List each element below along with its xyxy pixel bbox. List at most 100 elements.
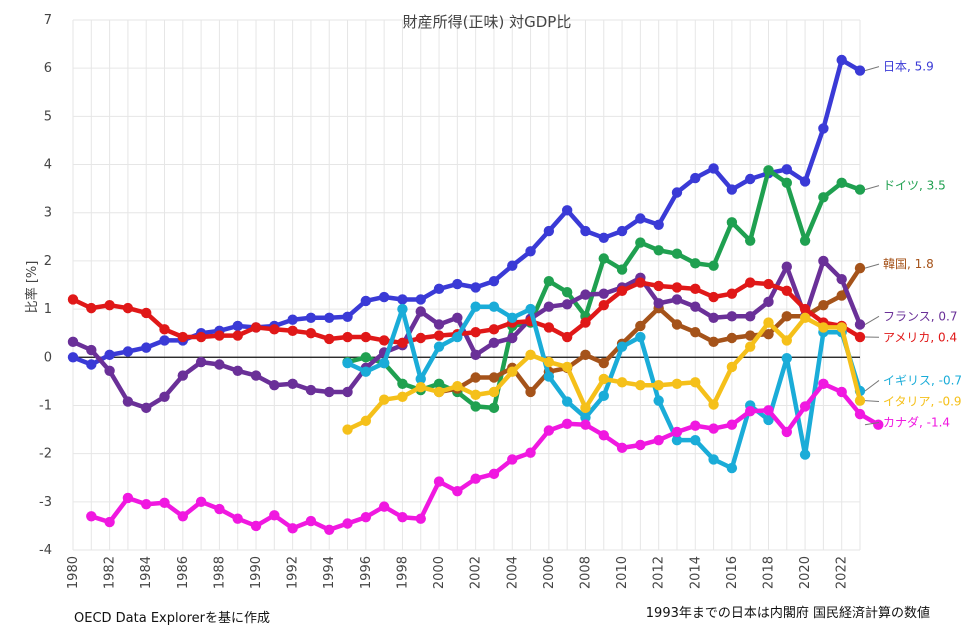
data-point — [159, 324, 170, 335]
data-point — [653, 245, 664, 256]
data-point — [488, 372, 500, 383]
data-point — [726, 361, 738, 373]
data-point — [781, 164, 792, 175]
data-point — [324, 312, 335, 323]
data-point — [763, 317, 774, 328]
data-point — [690, 258, 701, 269]
data-point — [653, 395, 664, 406]
data-point — [177, 511, 189, 522]
x-tick-label: 2018 — [761, 556, 776, 589]
data-point — [104, 365, 115, 376]
data-point — [86, 344, 97, 356]
data-point — [561, 299, 573, 310]
data-point — [836, 386, 847, 398]
data-point — [616, 285, 628, 296]
legend-label: フランス, 0.7 — [883, 309, 957, 323]
data-point — [726, 217, 738, 228]
data-point — [269, 380, 280, 391]
data-point — [342, 331, 353, 343]
data-point — [250, 520, 262, 532]
data-point — [378, 335, 390, 346]
data-point — [543, 225, 555, 237]
data-point — [635, 320, 646, 332]
data-point — [708, 399, 719, 410]
data-point — [818, 255, 829, 267]
data-point — [671, 319, 683, 330]
data-point — [543, 301, 555, 312]
data-point — [122, 302, 134, 314]
data-point — [415, 513, 426, 524]
data-point — [763, 414, 774, 426]
data-point — [598, 390, 609, 402]
data-point — [598, 373, 609, 385]
data-point — [561, 418, 573, 429]
data-point — [653, 219, 664, 230]
y-tick-label: 5 — [44, 109, 52, 124]
y-axis-label: 比率 [%] — [24, 261, 40, 314]
data-point — [616, 341, 628, 352]
data-point — [726, 184, 738, 195]
data-point — [671, 187, 683, 198]
data-point — [653, 298, 664, 309]
data-point — [378, 394, 390, 405]
data-point — [452, 312, 463, 323]
data-point — [763, 165, 774, 176]
data-point — [232, 513, 243, 524]
data-point — [561, 396, 573, 407]
y-tick-label: -3 — [39, 495, 52, 510]
data-point — [433, 283, 445, 295]
data-point — [818, 123, 829, 134]
data-point — [433, 476, 445, 487]
data-point — [324, 524, 335, 535]
data-point — [836, 177, 847, 189]
data-point — [397, 512, 408, 523]
data-point — [488, 386, 500, 398]
data-point — [708, 291, 719, 303]
data-point — [781, 311, 792, 322]
series-line — [70, 280, 863, 346]
legend-leader — [864, 400, 880, 402]
data-point — [836, 290, 847, 301]
data-point — [324, 386, 335, 398]
data-point — [543, 275, 555, 287]
data-point — [397, 391, 408, 402]
x-tick-label: 2022 — [835, 556, 850, 589]
data-point — [195, 356, 207, 368]
legend-leader — [864, 263, 880, 269]
data-point — [232, 365, 243, 376]
data-point — [763, 278, 774, 290]
data-point — [616, 377, 628, 388]
data-point — [671, 248, 683, 259]
data-point — [104, 349, 115, 361]
data-point — [525, 349, 536, 361]
data-point — [195, 496, 207, 508]
data-point — [305, 312, 317, 323]
data-point — [470, 401, 481, 412]
data-point — [214, 503, 225, 515]
data-point — [671, 378, 683, 389]
data-point — [86, 359, 97, 370]
data-point — [744, 406, 756, 417]
y-tick-label: -2 — [39, 447, 52, 462]
data-point — [507, 260, 518, 271]
legend-label: イギリス, -0.7 — [883, 373, 962, 387]
legend-label: イタリア, -0.9 — [883, 394, 962, 408]
data-point — [543, 356, 555, 368]
data-point — [799, 176, 811, 187]
y-tick-label: -4 — [39, 543, 52, 558]
x-tick-label: 2000 — [432, 556, 447, 589]
data-point — [781, 177, 792, 189]
data-point — [214, 359, 225, 370]
y-tick-label: 1 — [44, 302, 52, 317]
data-point — [470, 389, 481, 401]
x-tick-label: 1998 — [395, 556, 410, 589]
data-point — [104, 300, 115, 311]
data-point — [635, 277, 646, 288]
data-point — [415, 306, 426, 317]
data-point — [744, 235, 756, 246]
data-point — [488, 337, 500, 349]
data-point — [818, 300, 829, 311]
data-point — [726, 288, 738, 299]
data-point — [122, 346, 134, 357]
x-tick-label: 2006 — [542, 556, 557, 589]
